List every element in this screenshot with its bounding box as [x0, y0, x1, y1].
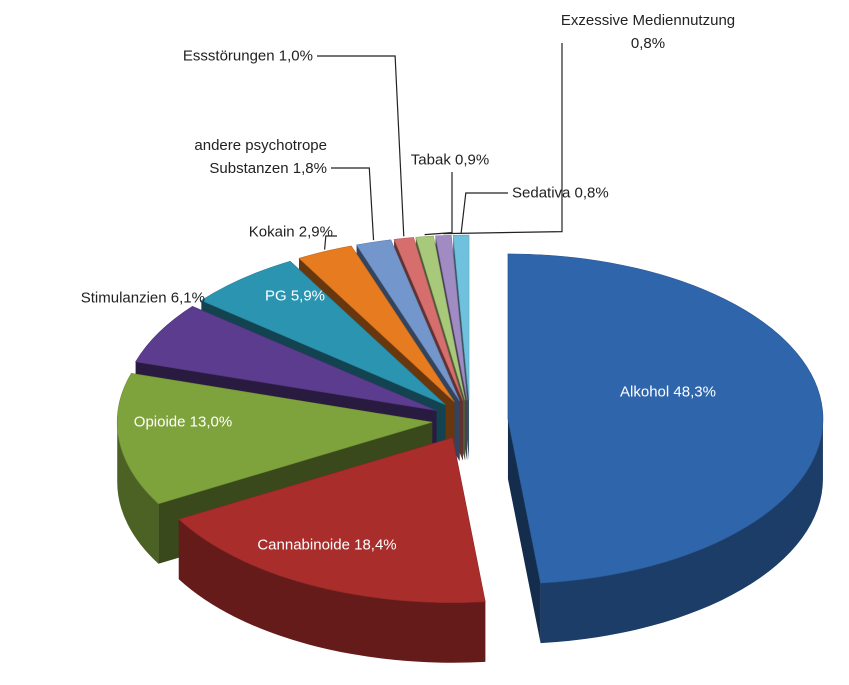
slice: [415, 235, 466, 401]
slice: [393, 237, 464, 401]
slice-label: Sedativa 0,8%: [512, 182, 609, 205]
leader-line: [324, 235, 337, 250]
slice: [298, 245, 455, 403]
slice: [356, 239, 460, 402]
value-label: 18,4%: [354, 536, 397, 554]
leader-line: [317, 55, 405, 237]
category-name: Exzessive Mediennutzung: [560, 12, 736, 29]
slice-label: Cannabinoide 18,4%: [257, 534, 396, 557]
slice: [178, 437, 486, 603]
slice-side: [540, 418, 823, 644]
leader-line: [424, 172, 453, 236]
category-name: Alkohol: [620, 383, 670, 401]
category-name: andere psychotrope Substanzen: [194, 137, 327, 177]
slice: [507, 253, 824, 644]
category-name: Tabak: [410, 151, 451, 169]
value-label: 0,8%: [630, 35, 666, 52]
value-label: 1,8%: [292, 160, 327, 177]
slice-label: Opioide 13,0%: [134, 411, 232, 434]
value-label: 0,8%: [574, 184, 609, 202]
value-label: 1,0%: [278, 47, 313, 65]
slice: [200, 260, 446, 406]
leader-line: [331, 167, 375, 241]
slice: [435, 235, 468, 401]
slice-side: [178, 519, 486, 663]
slice-label: Exzessive Mediennutzung 0,8%: [561, 9, 736, 55]
slice-label: Kokain 2,9%: [249, 221, 333, 244]
value-label: 48,3%: [673, 383, 716, 401]
leader-line: [460, 192, 508, 234]
slice-label: Tabak 0,9%: [411, 149, 489, 172]
slice-side: [117, 422, 159, 564]
slice: [135, 305, 437, 411]
value-label: 0,9%: [455, 151, 490, 169]
category-name: PG: [264, 287, 287, 305]
slice-label: Stimulanzien 6,1%: [81, 287, 205, 310]
value-label: 13,0%: [189, 413, 233, 431]
value-label: 2,9%: [298, 223, 333, 241]
leader-line: [443, 43, 563, 235]
value-label: 6,1%: [170, 289, 205, 307]
slice-label: Alkohol 48,3%: [620, 381, 716, 404]
slice: [116, 373, 433, 505]
slice-side: [507, 418, 541, 644]
category-name: Sedativa: [512, 184, 571, 202]
category-name: Stimulanzien: [80, 289, 167, 307]
slice: [452, 234, 470, 401]
slice-label: Essstörungen 1,0%: [183, 45, 313, 68]
slice-label: andere psychotrope Substanzen 1,8%: [152, 134, 327, 180]
slice: [178, 437, 486, 663]
category-name: Cannabinoide: [257, 536, 350, 554]
value-label: 5,9%: [290, 287, 326, 305]
slice: [507, 253, 824, 584]
category-name: Kokain: [248, 223, 295, 241]
slice-label: PG 5,9%: [265, 285, 325, 308]
category-name: Essstörungen: [182, 47, 275, 65]
category-name: Opioide: [133, 413, 186, 431]
